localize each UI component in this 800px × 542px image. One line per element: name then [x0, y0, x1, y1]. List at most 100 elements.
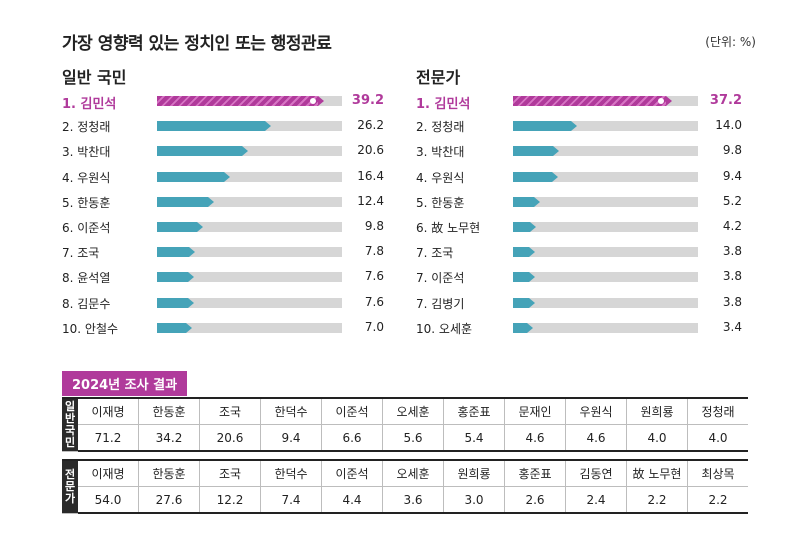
survey-name-cell: 한동훈: [138, 459, 200, 487]
value-label: 7.8: [364, 244, 384, 259]
value-label: 14.0: [715, 118, 742, 133]
value-label: 9.4: [722, 168, 742, 183]
survey-value-cell: 20.6: [199, 424, 261, 452]
survey-name-cell: 故 노무현: [626, 459, 688, 487]
value-label: 9.8: [722, 143, 742, 158]
bar: [513, 146, 554, 157]
value-label: 16.4: [357, 168, 384, 183]
survey-2024-badge: 2024년 조사 결과: [62, 371, 188, 396]
bar-tip: [528, 297, 535, 308]
category-label: 7. 조국: [62, 246, 100, 261]
survey-name-cell: 이재명: [78, 459, 139, 487]
category-label: 5. 한동훈: [62, 195, 111, 210]
survey-value-cell: 71.2: [78, 424, 139, 452]
survey-name-cell: 한동훈: [138, 397, 200, 425]
survey-name-cell: 최상목: [687, 459, 748, 487]
value-label: 9.8: [364, 219, 384, 233]
category-label: 2. 정청래: [416, 120, 465, 135]
value-label: 3.8: [722, 269, 742, 284]
bar-track: [513, 247, 698, 258]
bar-tip: [570, 121, 577, 132]
bar: [513, 121, 571, 132]
bar-tip: [188, 297, 195, 308]
bar-track: [157, 322, 342, 333]
survey-value-cell: 4.4: [321, 486, 383, 514]
survey-value-cell: 4.0: [687, 424, 748, 452]
bar-track: [513, 222, 698, 232]
bar-dot: [657, 98, 664, 104]
category-label: 4. 우원식: [62, 170, 111, 185]
survey-name-cell: 우원식: [565, 397, 627, 425]
survey-value-cell: 2.2: [626, 486, 688, 514]
unit-label: (단위: %): [705, 35, 756, 49]
bar-tip: [197, 222, 204, 232]
value-label: 7.0: [364, 319, 384, 334]
bar-track: [157, 171, 342, 182]
survey-name-cell: 한덕수: [260, 459, 322, 487]
survey-value-cell: 2.2: [687, 486, 748, 514]
bar: [513, 272, 529, 283]
bar: [157, 322, 186, 333]
value-label: 7.6: [364, 294, 384, 309]
survey-name-cell: 홍준표: [504, 459, 566, 487]
bar-dot: [310, 98, 317, 104]
category-label: 6. 故 노무현: [416, 221, 481, 235]
survey-value-cell: 4.0: [626, 424, 688, 452]
survey-name-cell: 한덕수: [260, 397, 322, 425]
value-label: 5.2: [722, 193, 742, 208]
bar: [157, 171, 225, 182]
survey-group-label: 전문가: [62, 459, 78, 514]
survey-values-row: 54.0 27.6 12.2 7.4 4.4 3.6 3.0 2.6 2.4 2…: [62, 486, 748, 514]
survey-value-cell: 27.6: [138, 486, 200, 514]
bar: [513, 322, 527, 333]
bar-tip: [318, 96, 325, 106]
survey-name-cell: 오세훈: [382, 397, 444, 425]
category-label: 1. 김민석: [416, 97, 471, 112]
category-label: 8. 김문수: [62, 296, 111, 311]
survey-names-row: 일반국민 이재명 한동훈 조국 한덕수 이준석 오세훈 홍준표 문재인 우원식 …: [62, 397, 748, 452]
value-label: 7.6: [364, 269, 384, 284]
bar-track: [157, 222, 342, 232]
category-label: 7. 이준석: [416, 271, 465, 286]
bar: [513, 222, 531, 232]
bar-track: [513, 272, 698, 283]
category-label: 4. 우원식: [416, 170, 465, 185]
category-label: 2. 정청래: [62, 120, 111, 135]
survey-value-cell: 2.6: [504, 486, 566, 514]
bar-track: [513, 297, 698, 308]
bar-track: [157, 297, 342, 308]
survey-names-row: 전문가 이재명 한동훈 조국 한덕수 이준석 오세훈 원희룡 홍준표 김동연 故…: [62, 459, 748, 514]
bar-track: [157, 146, 342, 157]
value-label: 3.4: [722, 319, 742, 334]
bar-tip: [665, 96, 672, 106]
category-label: 6. 이준석: [62, 221, 111, 235]
survey-value-cell: 3.0: [443, 486, 505, 514]
category-label: 8. 윤석열: [62, 271, 111, 286]
bar-tip: [534, 196, 541, 207]
bar-track: [157, 96, 342, 106]
bar: [513, 297, 529, 308]
category-label: 3. 박찬대: [62, 145, 111, 160]
survey-name-cell: 홍준표: [443, 397, 505, 425]
bar-track: [513, 196, 698, 207]
bar-tip: [528, 272, 535, 283]
bar-track: [513, 146, 698, 157]
page-title: 가장 영향력 있는 정치인 또는 행정관료: [62, 34, 332, 54]
survey-name-cell: 이재명: [78, 397, 139, 425]
survey-values-row: 71.2 34.2 20.6 9.4 6.6 5.6 5.4 4.6 4.6 4…: [62, 424, 748, 452]
survey-value-cell: 6.6: [321, 424, 383, 452]
bar-tip: [189, 247, 196, 258]
bar-tip: [241, 146, 248, 157]
survey-name-cell: 오세훈: [382, 459, 444, 487]
bar: [513, 96, 666, 106]
value-label: 4.2: [722, 219, 742, 233]
survey-name-cell: 김동연: [565, 459, 627, 487]
panel-title-experts: 전문가: [416, 68, 461, 87]
category-label: 3. 박찬대: [416, 145, 465, 160]
survey-name-cell: 정청래: [687, 397, 748, 425]
bar-tip: [526, 322, 533, 333]
bar: [157, 297, 189, 308]
value-label: 20.6: [357, 143, 384, 158]
bar-track: [157, 121, 342, 132]
category-label: 7. 조국: [416, 246, 454, 261]
